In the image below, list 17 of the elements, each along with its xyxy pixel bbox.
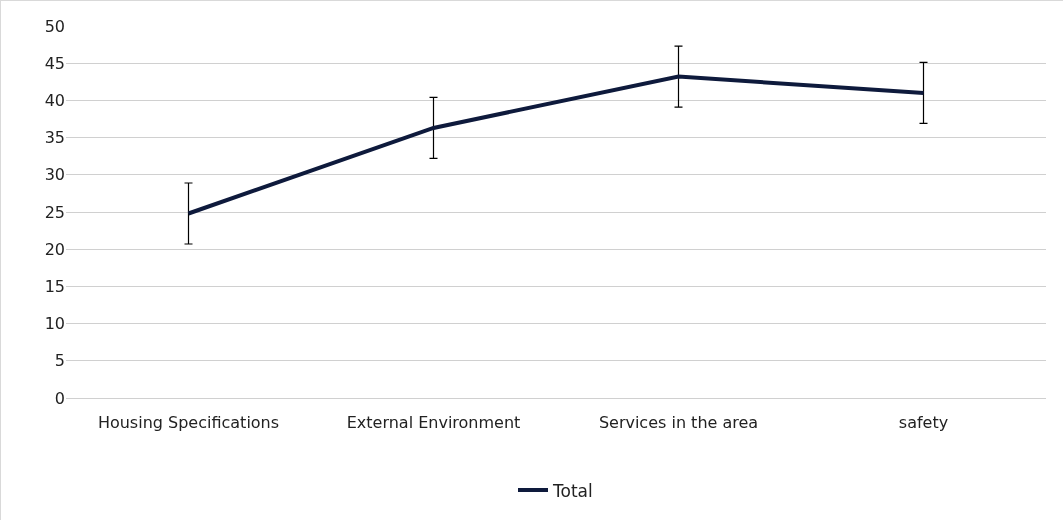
- x-tick-label: External Environment: [346, 413, 521, 433]
- y-tick-label: 45: [44, 53, 65, 73]
- legend-label: Total: [552, 480, 593, 501]
- y-tick-label: 25: [44, 202, 65, 222]
- line-series: [186, 74, 926, 216]
- y-tick-label: 20: [44, 239, 65, 259]
- y-tick-label: 40: [44, 91, 65, 110]
- y-tick-label: 10: [44, 314, 65, 334]
- y-tick-label: 50: [44, 16, 65, 36]
- x-tick-label: Housing Specifications: [97, 413, 280, 433]
- x-tick-label: safety: [898, 413, 949, 433]
- x-tick-label: Services in the area: [598, 413, 759, 433]
- y-tick-label: 0: [54, 388, 65, 408]
- y-tick-label: 30: [44, 165, 65, 185]
- y-tick-label: 5: [54, 351, 65, 371]
- y-tick-label: 35: [44, 128, 65, 148]
- y-tick-label: 15: [44, 277, 65, 296]
